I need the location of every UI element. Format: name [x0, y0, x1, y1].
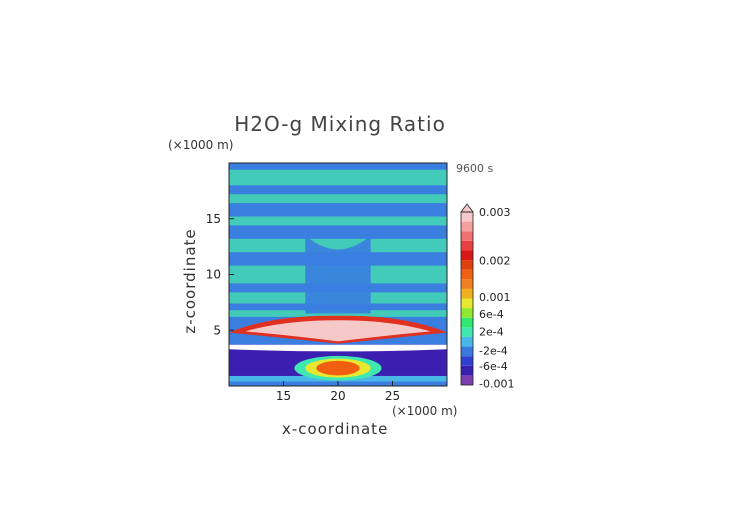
- colorbar-segment-10: [461, 279, 473, 289]
- band-3: [229, 238, 447, 253]
- band-4: [229, 216, 447, 226]
- white-strip: [229, 344, 447, 352]
- band-6: [229, 169, 447, 186]
- colorbar-label-3: 6e-4: [479, 308, 504, 321]
- colorbar-segment-16: [461, 221, 473, 232]
- y-tick-label-0: 5: [213, 323, 221, 337]
- colorbar-segment-11: [461, 269, 473, 280]
- x-unit-label: (×1000 m): [392, 404, 458, 418]
- x-tick-label-0: 15: [276, 389, 291, 403]
- colorbar-segment-6: [461, 317, 473, 328]
- x-tick-label-1: 20: [330, 389, 345, 403]
- colorbar-segment-5: [461, 327, 473, 337]
- chart-title: H2O-g Mixing Ratio: [234, 112, 446, 136]
- colorbar-segment-4: [461, 336, 473, 347]
- y-tick-label-2: 15: [206, 212, 221, 226]
- moist-layer-core: [245, 320, 431, 342]
- colorbar-segment-8: [461, 298, 473, 309]
- colorbar-label-7: -0.001: [479, 377, 514, 390]
- y-unit-label: (×1000 m): [168, 138, 234, 152]
- colorbar-segment-15: [461, 231, 473, 241]
- colorbar-segment-1: [461, 365, 473, 376]
- colorbar-segment-13: [461, 250, 473, 261]
- y-tick-label-1: 10: [206, 268, 221, 282]
- band-5: [229, 194, 447, 204]
- colorbar-segment-14: [461, 240, 473, 251]
- colorbar-segment-3: [461, 346, 473, 357]
- time-label: 9600 s: [456, 162, 494, 175]
- x-axis-label: x-coordinate: [282, 420, 389, 438]
- colorbar-segment-9: [461, 288, 473, 299]
- x-tick-label-2: 25: [385, 389, 400, 403]
- core-inner: [316, 360, 360, 376]
- colorbar-segment-17: [461, 212, 473, 222]
- colorbar-segment-2: [461, 356, 473, 366]
- colorbar-label-2: 0.001: [479, 291, 511, 304]
- colorbar-label-6: -6e-4: [479, 360, 508, 373]
- colorbar-label-4: 2e-4: [479, 325, 504, 338]
- colorbar-label-5: -2e-4: [479, 344, 508, 357]
- colorbar-arrow: [460, 203, 474, 213]
- colorbar-segment-7: [461, 308, 473, 318]
- colorbar-segment-0: [461, 375, 473, 385]
- colorbar-label-1: 0.002: [479, 254, 511, 267]
- colorbar-segment-12: [461, 260, 473, 270]
- colorbar-frame: [460, 211, 474, 386]
- central-column: [305, 235, 371, 314]
- colorbar-label-0: 0.003: [479, 206, 511, 219]
